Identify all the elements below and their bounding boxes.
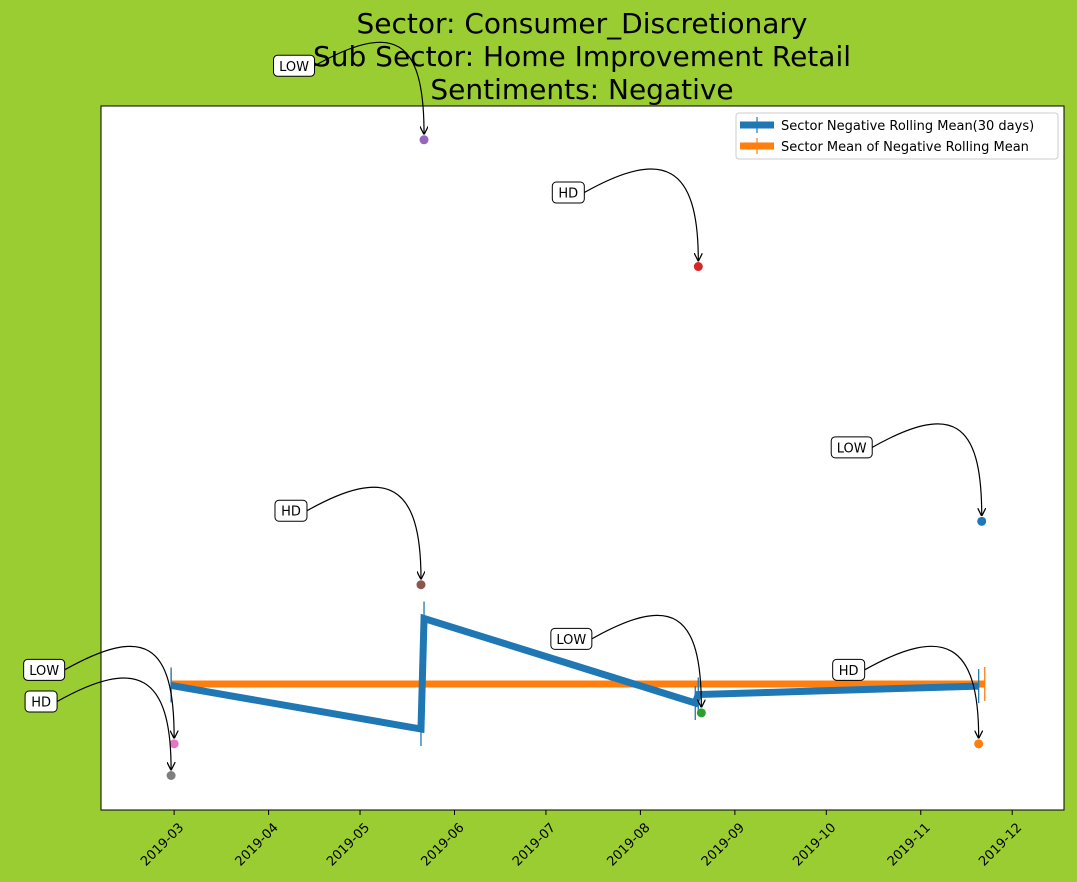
annotation-label: LOW (279, 60, 309, 75)
series-line-rolling-mean (170, 613, 979, 734)
annotated-points-layer (166, 135, 987, 781)
x-axis: 2019-03 2019-04 2019-05 2019-06 2019-07 2019-… (138, 810, 1025, 869)
annotation-label-box (550, 627, 593, 650)
x-tick-label: 2019-05 (324, 820, 373, 869)
chart-title-line-1: Sector: Consumer_Discretionary (357, 7, 808, 40)
annotation-label: HD (839, 664, 859, 679)
annotation-label: HD (281, 505, 301, 520)
annotation-label-box (832, 658, 866, 681)
chart-title-line-2: Sub Sector: Home Improvement Retail (313, 40, 851, 73)
annotation-arrow (64, 645, 174, 738)
annotated-point-marker (169, 739, 179, 749)
annotated-point-marker (419, 135, 429, 145)
annotated-point-marker (166, 771, 176, 781)
annotation-label-box (273, 54, 316, 77)
x-tick-label: 2019-10 (790, 820, 839, 869)
annotation-arrow (584, 168, 698, 261)
annotation-arrow (314, 41, 425, 134)
annotation-arrow (591, 614, 702, 707)
annotation-label-box (274, 499, 308, 522)
x-tick-label: 2019-11 (885, 820, 934, 869)
annotated-point-marker (416, 580, 426, 590)
annotation-label-box (830, 436, 873, 459)
annotation-label: LOW (556, 633, 586, 648)
x-tick-label: 2019-03 (138, 820, 187, 869)
annotation-label: LOW (29, 664, 59, 679)
chart-title-line-3: Sentiments: Negative (430, 73, 733, 106)
legend: Sector Negative Rolling Mean(30 days) Se… (735, 112, 1059, 160)
annotated-point-marker (693, 262, 703, 272)
legend-label-rolling-mean: Sector Negative Rolling Mean(30 days) (781, 119, 1034, 134)
x-tick-label: 2019-06 (419, 820, 468, 869)
annotation-arrow (56, 677, 171, 770)
x-tick-label: 2019-08 (604, 820, 653, 869)
annotation-label: HD (31, 696, 51, 711)
annotation-label-box (23, 658, 66, 681)
annotation-label-box (24, 690, 58, 713)
chart-title: Sector: Consumer_Discretionary Sub Secto… (313, 7, 851, 106)
annotation-label: HD (558, 187, 578, 202)
annotation-label-box (551, 181, 585, 204)
annotation-label: LOW (837, 441, 867, 456)
annotated-point-marker (977, 516, 987, 526)
annotation-arrow (871, 423, 982, 516)
plot-area (100, 105, 1065, 811)
x-tick-label: 2019-12 (976, 820, 1025, 869)
legend-label-mean-of-rolling-mean: Sector Mean of Negative Rolling Mean (781, 140, 1029, 155)
x-tick-label: 2019-07 (510, 820, 559, 869)
annotated-point-marker (696, 708, 706, 718)
x-tick-label: 2019-09 (699, 820, 748, 869)
legend-box (735, 112, 1059, 160)
annotations-layer: LOW HD LOW HD LOW HD LOW HD (23, 41, 982, 770)
x-tick-label: 2019-04 (233, 820, 282, 869)
annotation-arrow (864, 645, 979, 738)
annotation-arrow (306, 486, 421, 579)
annotated-point-marker (974, 739, 984, 749)
